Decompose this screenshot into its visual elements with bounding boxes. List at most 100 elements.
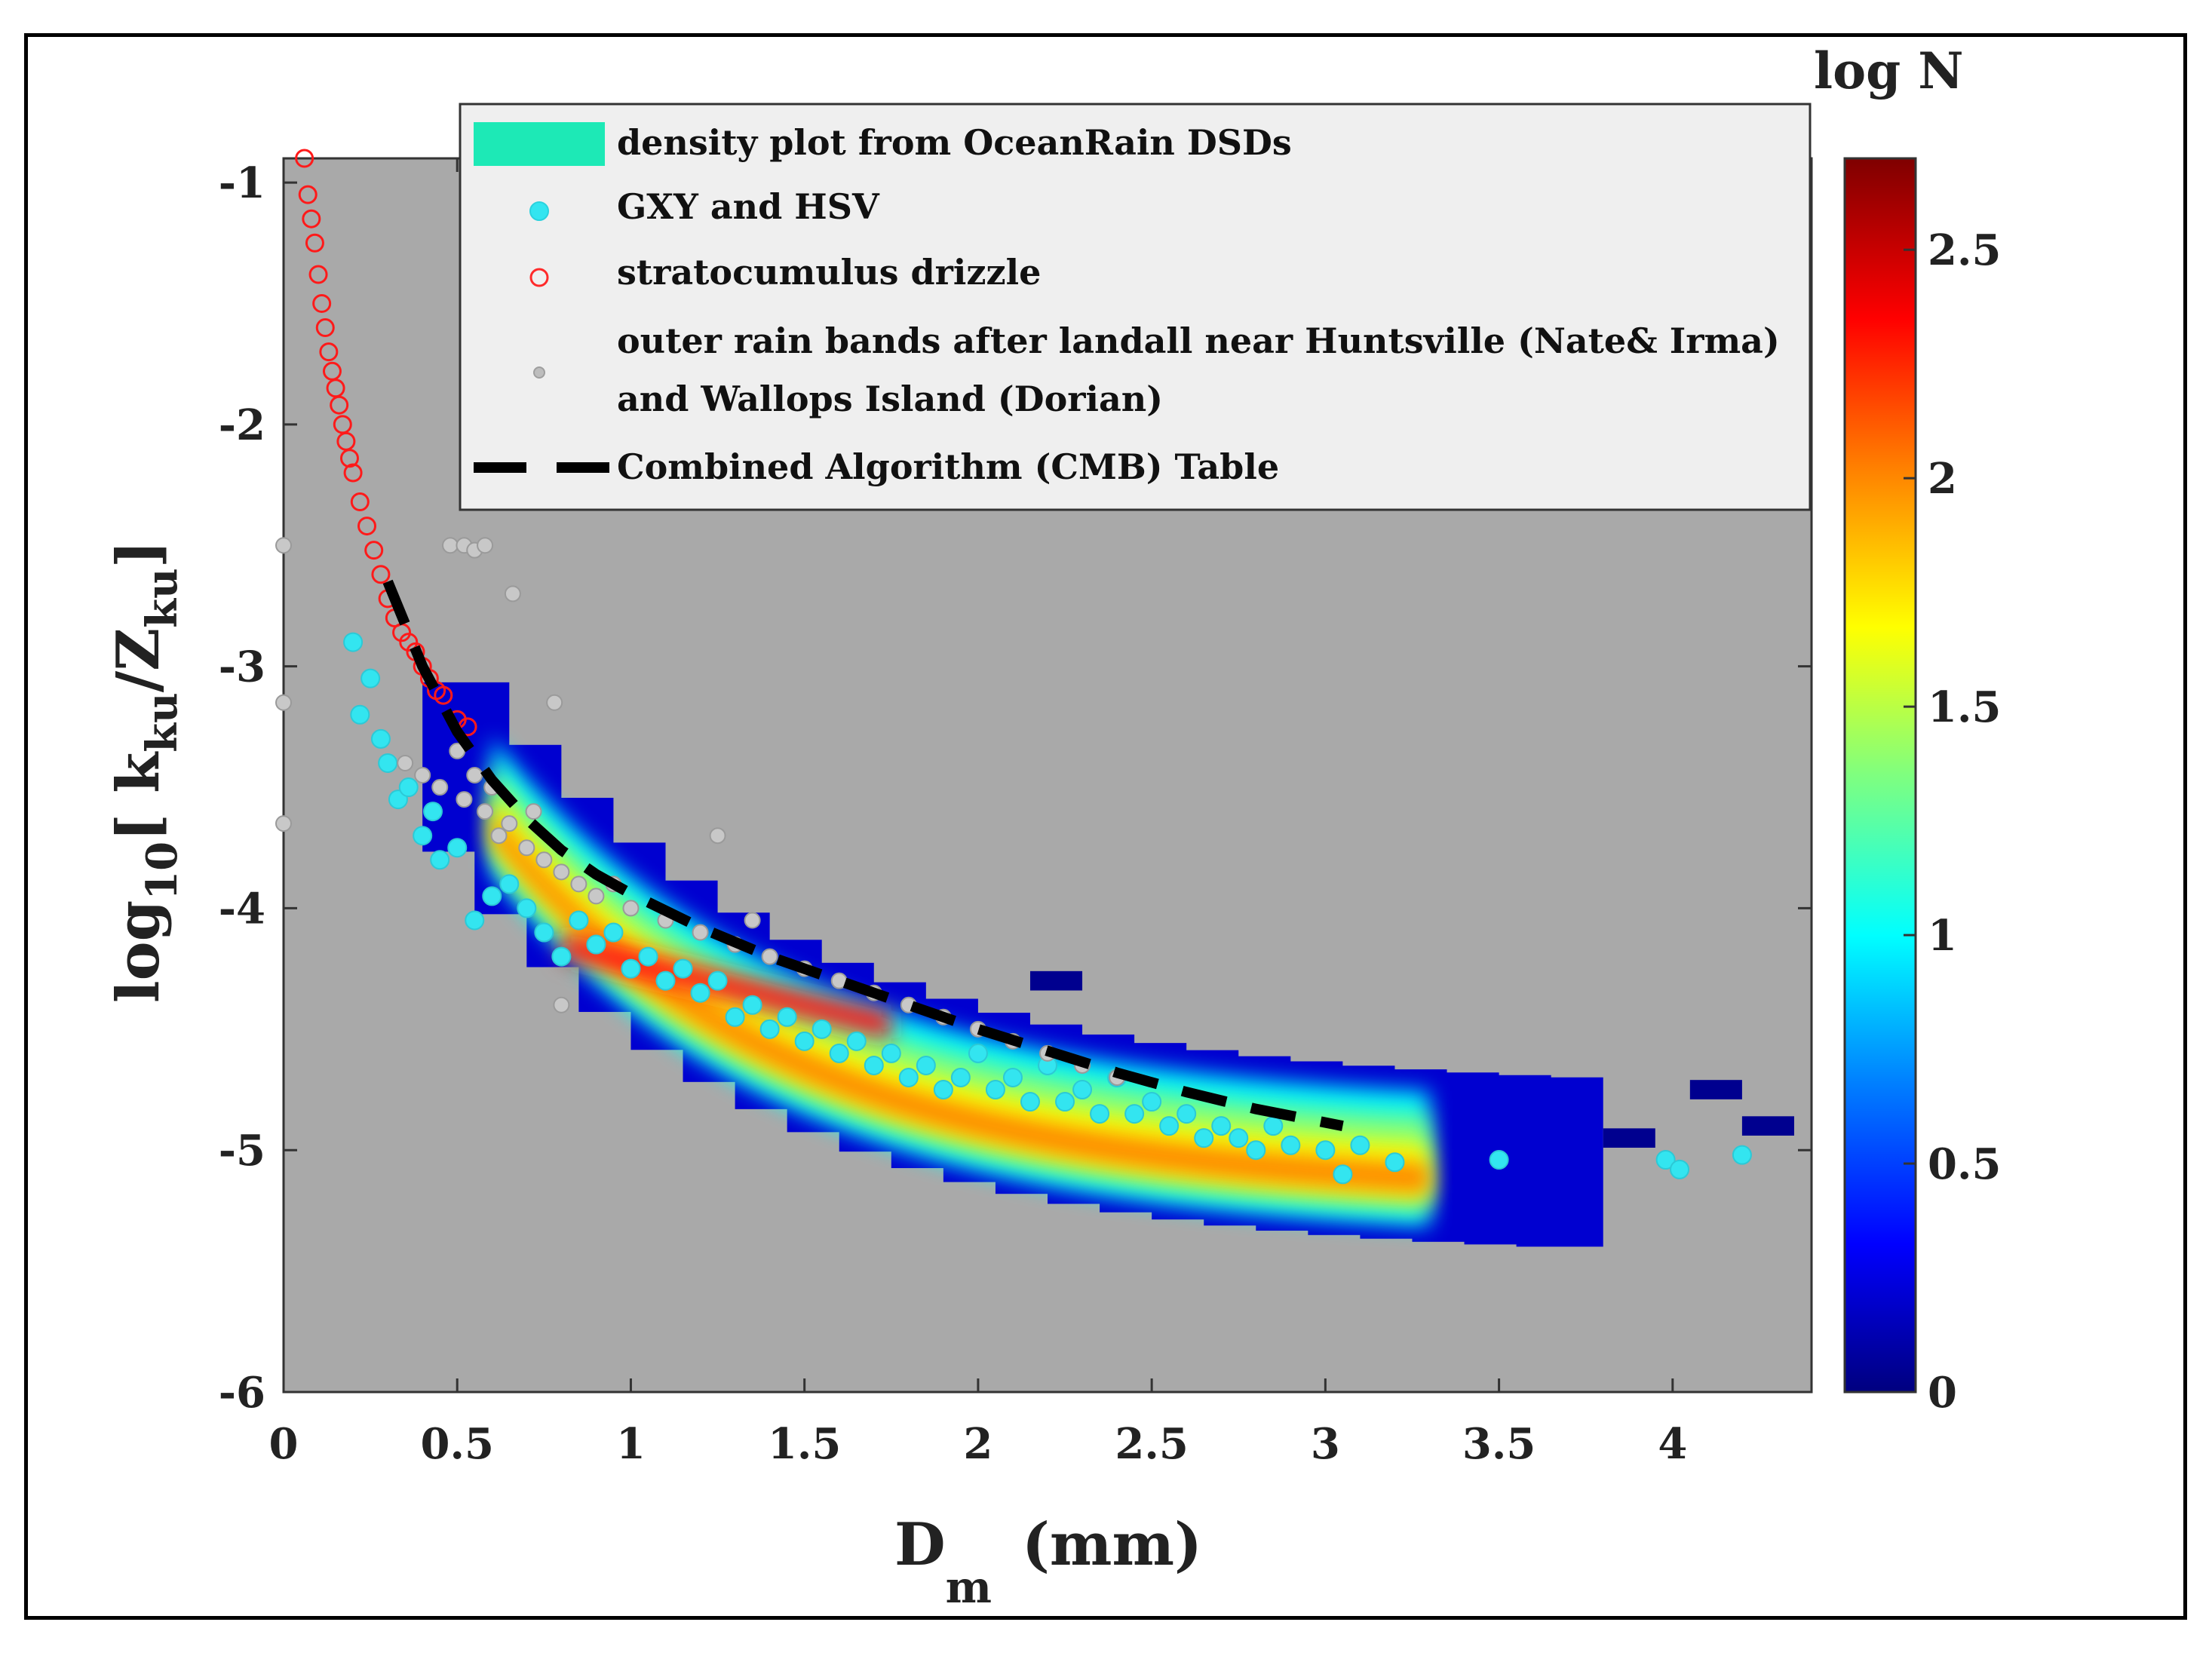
x-tick-label: 2.5 <box>1115 1419 1188 1469</box>
gxy-point <box>360 668 381 688</box>
legend-drizzle-label: stratocumulus drizzle <box>617 252 1041 293</box>
gxy-point <box>1124 1104 1145 1124</box>
gxy-point <box>1281 1135 1301 1155</box>
x-axis-title: Dm (mm) <box>894 1510 1202 1613</box>
outer-rain-point <box>588 888 605 905</box>
drizzle-point <box>399 633 419 652</box>
x-tick-label: 2 <box>963 1419 992 1469</box>
gxy-point <box>398 777 419 798</box>
density-band <box>492 810 1430 1193</box>
colorbar-tick-label: 2.5 <box>1928 225 2001 275</box>
gxy-point <box>742 995 762 1015</box>
gxy-point <box>1072 1080 1093 1100</box>
y-axis-title: log10[ kku/Zku] <box>104 540 187 1003</box>
drizzle-point <box>298 185 318 204</box>
gxy-point <box>422 802 443 822</box>
gxy-point <box>933 1080 953 1100</box>
gxy-point <box>881 1043 901 1063</box>
density-cell <box>1516 1077 1603 1247</box>
drizzle-point <box>302 209 321 228</box>
outer-rain-point <box>761 948 778 965</box>
gxy-point <box>350 704 370 725</box>
gxy-point <box>968 1043 988 1063</box>
legend-outer-label: outer rain bands after landall near Hunt… <box>617 320 1780 361</box>
drizzle-point <box>343 463 363 483</box>
gxy-point <box>447 838 468 858</box>
legend-gxy-label: GXY and HSV <box>617 186 880 227</box>
y-tick-label: -6 <box>219 1368 265 1418</box>
legend: density plot from OceanRain DSDs GXY and… <box>459 103 1812 511</box>
x-tick-label: 1 <box>616 1419 646 1469</box>
y-tick-label: -3 <box>219 642 265 692</box>
gxy-point <box>655 970 676 991</box>
colorbar-gradient <box>1843 157 1917 1394</box>
colorbar-ticks: 0 0.5 1 1.5 2 2.5 <box>1904 225 2001 1418</box>
outer-rain-point <box>442 537 459 554</box>
outer-rain-point <box>622 900 640 917</box>
gxy-point <box>1333 1164 1353 1185</box>
outer-rain-point <box>501 815 518 832</box>
drizzle-point <box>434 685 453 705</box>
y-title-prefix: log <box>104 900 173 1003</box>
gxy-point <box>378 753 398 773</box>
legend-box <box>459 103 1812 511</box>
gxy-point <box>638 946 658 967</box>
outer-rain-point <box>275 694 292 711</box>
outer-rain-point <box>456 791 473 808</box>
outer-rain-point <box>553 996 570 1013</box>
gxy-point <box>1655 1150 1676 1170</box>
gxy-point <box>499 874 520 894</box>
x-tick-label: 0.5 <box>421 1419 494 1469</box>
legend-outer-label2: and Wallops Island (Dorian) <box>617 379 1163 419</box>
gxy-point <box>1159 1116 1180 1136</box>
drizzle-point <box>305 233 324 253</box>
drizzle-point <box>364 541 384 560</box>
colorbar-title: log N <box>1814 41 1964 100</box>
outer-rain-point <box>477 537 494 554</box>
drizzle-point <box>350 492 370 512</box>
legend-gxy-marker <box>529 201 549 221</box>
colorbar-tick-label: 1 <box>1928 911 1957 961</box>
gxy-point <box>985 1080 1005 1100</box>
colorbar-tick-label: 0 <box>1928 1368 1957 1418</box>
outer-rain-point <box>275 815 292 832</box>
y-tick-label: -4 <box>219 884 265 934</box>
gxy-point <box>343 632 364 652</box>
outer-rain-point <box>553 863 570 881</box>
outer-rain-point <box>709 827 726 845</box>
gxy-point <box>551 946 572 967</box>
outer-rain-point <box>275 537 292 554</box>
gxy-point <box>534 922 554 943</box>
density-cell <box>1603 1128 1655 1148</box>
gxy-point <box>1670 1159 1690 1179</box>
gxy-point <box>673 958 693 979</box>
outer-rain-point <box>692 924 709 941</box>
drizzle-point <box>371 565 391 584</box>
y-tick-label: -1 <box>219 158 265 208</box>
x-tick-label: 3 <box>1311 1419 1340 1469</box>
density-band <box>492 762 1430 1213</box>
cmb-series <box>382 579 1344 1132</box>
density-cell <box>1689 1080 1742 1099</box>
gxy-point <box>603 922 624 943</box>
gxy-point <box>1002 1067 1023 1087</box>
density-cell <box>1741 1116 1794 1136</box>
y-axis: -6 -5 -4 -3 -2 -1 <box>219 158 1812 1418</box>
colorbar-tick-label: 2 <box>1928 454 1957 504</box>
gxy-point <box>1177 1104 1197 1124</box>
y-title-slash: /Z <box>104 628 173 692</box>
gxy-point <box>1142 1092 1162 1112</box>
gxy-point <box>1211 1116 1232 1136</box>
x-tick-label: 0 <box>269 1419 299 1469</box>
gxy-point <box>1385 1152 1405 1173</box>
drizzle-point <box>330 395 349 415</box>
legend-density-label: density plot from OceanRain DSDs <box>617 122 1292 163</box>
outer-rain-point <box>570 875 588 893</box>
drizzle-point <box>308 265 328 284</box>
drizzle-point <box>319 342 339 362</box>
outer-rain-point <box>466 767 483 783</box>
outer-rain-point <box>525 803 542 820</box>
gxy-point <box>465 910 485 931</box>
gxy-point <box>1055 1092 1075 1112</box>
